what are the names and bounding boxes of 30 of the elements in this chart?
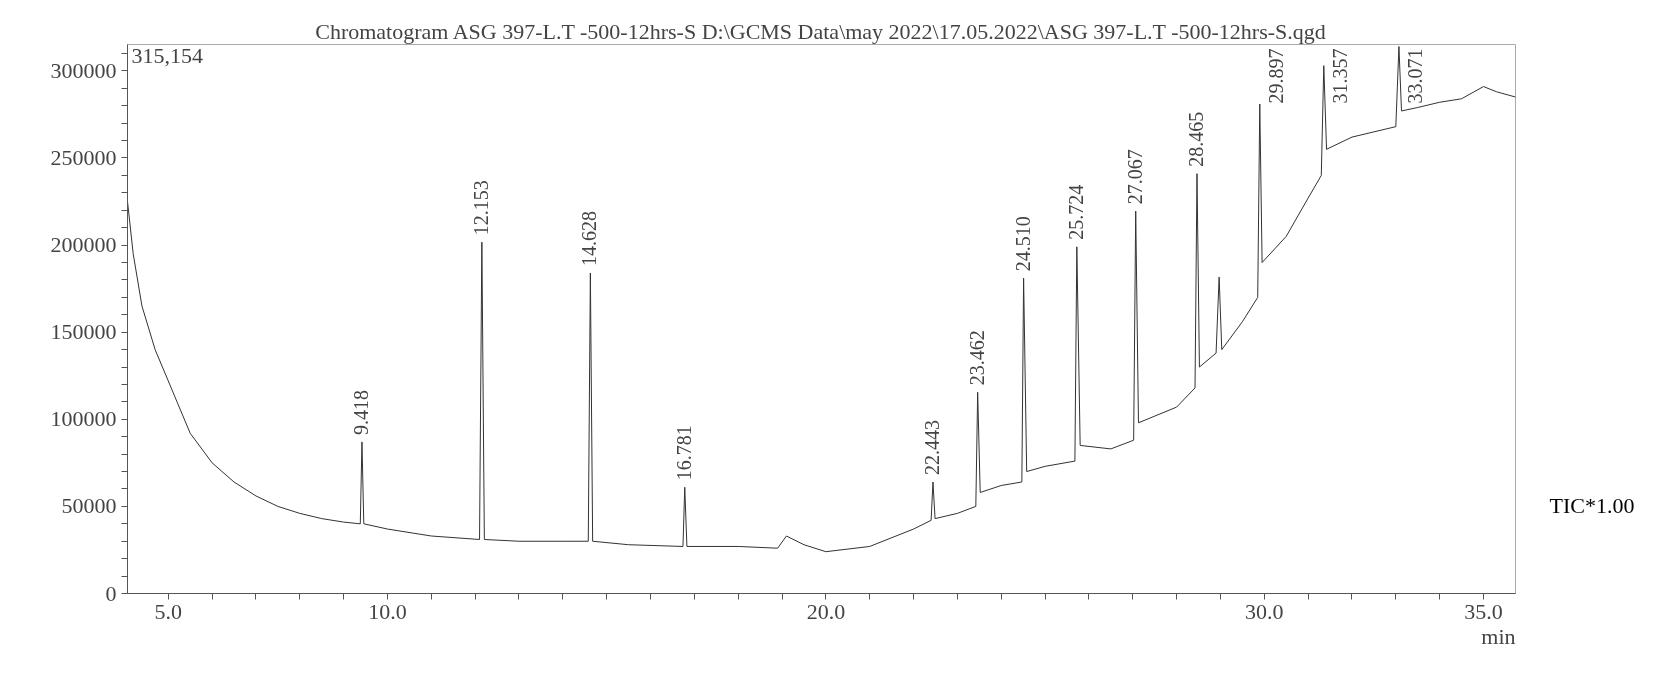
x-tick-label: 20.0 (806, 598, 846, 624)
x-axis-title: min (1481, 623, 1516, 649)
annotation: 25.724 (1064, 184, 1087, 240)
annotation: 315,154 (131, 42, 203, 68)
line-series (127, 46, 1516, 553)
annotation: 29.897 (1264, 48, 1287, 104)
annotation: 33.071 (1403, 48, 1426, 104)
x-tick-label: 10.0 (368, 598, 407, 624)
annotation: 27.067 (1123, 149, 1146, 205)
y-tick-label: 0 (105, 580, 117, 606)
annotation: 12.153 (469, 180, 492, 236)
x-tick-label: 35.0 (1464, 598, 1503, 624)
annotation: 22.443 (920, 420, 943, 476)
y-tick-label: 200000 (50, 232, 117, 258)
chart-title: Chromatogram ASG 397-L.T -500-12hrs-S D:\GCMS Data\may 2022\17.05.2022\ASG 397-L.T -500-12hrs-S.qgd (315, 18, 1326, 44)
annotation: 24.510 (1011, 216, 1034, 272)
y-tick-label: 50000 (61, 493, 117, 519)
annotation: 16.781 (672, 425, 695, 481)
annotation: 23.462 (965, 330, 988, 386)
x-tick-label: 30.0 (1245, 598, 1284, 624)
annotation: 31.357 (1328, 48, 1351, 104)
y-tick-label: 150000 (50, 319, 117, 345)
annotation: 9.418 (349, 389, 372, 435)
y-tick-label: 300000 (50, 57, 117, 83)
text: TIC*1.00 (1549, 493, 1635, 519)
x-tick-label: 5.0 (154, 598, 183, 624)
annotation: 28.465 (1185, 111, 1207, 167)
y-tick-label: 250000 (50, 145, 117, 170)
y-tick-label: 100000 (50, 406, 117, 432)
annotation: 14.628 (578, 210, 601, 266)
